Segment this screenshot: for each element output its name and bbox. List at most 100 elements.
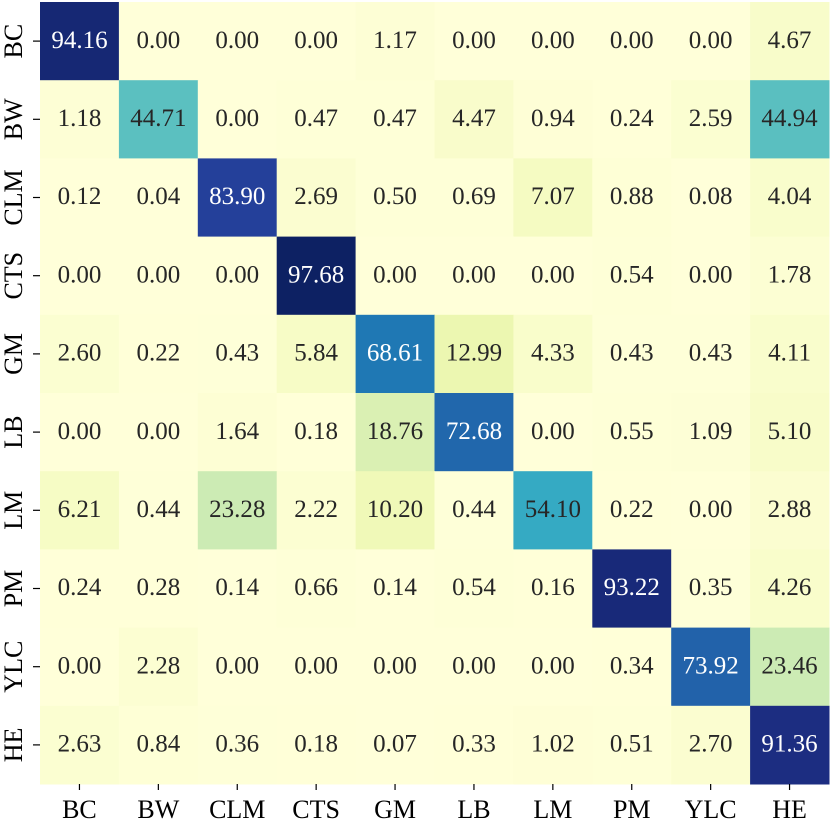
heatmap-cell [513, 705, 593, 785]
cell-label: 0.14 [215, 574, 259, 601]
cell-label: 0.94 [531, 105, 575, 132]
heatmap-cell [671, 471, 751, 550]
heatmap-cell [434, 393, 514, 472]
heatmap-cell [40, 471, 120, 550]
heatmap-cell [513, 2, 593, 81]
heatmap-cell [355, 236, 435, 316]
cell-label: 0.00 [689, 27, 733, 54]
heatmap-cell [118, 2, 199, 81]
cell-label: 0.66 [294, 574, 338, 601]
cell-label: 0.00 [136, 27, 180, 54]
heatmap-cell [118, 314, 199, 394]
heatmap-cell [355, 314, 435, 394]
heatmap-cell [276, 393, 357, 472]
heatmap-cell [592, 80, 672, 159]
cell-label: 0.00 [215, 261, 259, 288]
cell-label: 0.44 [136, 496, 180, 523]
cell-label: 0.00 [610, 27, 654, 54]
heatmap-cell [276, 2, 357, 81]
heatmap-cell [513, 80, 593, 159]
cell-label: 2.88 [768, 496, 812, 523]
heatmap-cell [355, 471, 435, 550]
cell-label: 0.00 [452, 27, 496, 54]
heatmap-cell [40, 314, 120, 394]
heatmap-cell [671, 705, 751, 785]
heatmap-cell [671, 393, 751, 472]
heatmap-cell [671, 158, 751, 238]
cell-label: 0.12 [58, 183, 102, 210]
heatmap-cell [750, 2, 830, 81]
cell-label: 0.55 [610, 418, 654, 445]
cell-label: 7.07 [531, 183, 575, 210]
heatmap-cell [355, 705, 435, 785]
heatmap-cell [434, 705, 514, 785]
heatmap-cell [513, 549, 593, 629]
heatmap-cell [592, 393, 672, 472]
heatmap-cell [355, 393, 435, 472]
cell-label: 0.88 [610, 183, 654, 210]
cell-label: 2.69 [294, 183, 338, 210]
heatmap-cell [118, 393, 199, 472]
heatmap-cell [592, 2, 672, 81]
heatmap-cell [355, 627, 435, 707]
heatmap-cell [750, 393, 830, 472]
cell-label: 44.94 [761, 105, 818, 132]
cell-label: 0.18 [294, 418, 338, 445]
heatmap-cell [118, 80, 199, 159]
cell-label: 0.00 [58, 261, 102, 288]
heatmap-cell [197, 158, 278, 238]
heatmap-cell [592, 705, 672, 785]
x-tick-label: BW [137, 795, 179, 824]
cell-label: 5.84 [294, 340, 338, 367]
cell-label: 0.08 [689, 183, 733, 210]
heatmap-cell [197, 471, 278, 550]
cell-label: 0.00 [531, 27, 575, 54]
heatmap-cell [750, 471, 830, 550]
heatmap-cell [40, 549, 120, 629]
cell-label: 0.07 [373, 731, 417, 758]
cell-label: 0.43 [689, 340, 733, 367]
cell-label: 2.60 [58, 340, 102, 367]
cell-label: 0.54 [452, 574, 496, 601]
cell-label: 0.47 [294, 105, 338, 132]
y-tick-label: GM [0, 333, 28, 375]
cell-label: 0.35 [689, 574, 733, 601]
cell-label: 0.00 [215, 652, 259, 679]
cell-label: 12.99 [446, 340, 502, 367]
cell-label: 0.16 [531, 574, 575, 601]
heatmap-cell [118, 158, 199, 238]
cell-label: 2.70 [689, 731, 733, 758]
cell-label: 4.11 [768, 340, 811, 367]
heatmap-cell [434, 80, 514, 159]
heatmap-cell [197, 2, 278, 81]
cell-label: 0.51 [610, 731, 654, 758]
cell-label: 1.18 [58, 105, 102, 132]
heatmap-cell [197, 236, 278, 316]
heatmap-cell [513, 236, 593, 316]
cell-label: 0.00 [452, 261, 496, 288]
cell-label: 4.67 [768, 27, 812, 54]
cell-label: 0.00 [58, 418, 102, 445]
cell-label: 0.04 [136, 183, 180, 210]
cell-label: 0.34 [610, 652, 654, 679]
cell-label: 54.10 [525, 496, 581, 523]
cell-label: 0.44 [452, 496, 496, 523]
cell-label: 0.00 [531, 652, 575, 679]
cell-label: 0.69 [452, 183, 496, 210]
y-tick-label: LB [0, 415, 28, 448]
heatmap-cell [513, 158, 593, 238]
cell-label: 0.00 [373, 261, 417, 288]
heatmap-cell [40, 236, 120, 316]
heatmap-cell [434, 2, 514, 81]
cell-label: 0.24 [58, 574, 102, 601]
heatmap-cell [276, 158, 357, 238]
heatmap-cell [671, 236, 751, 316]
cell-label: 94.16 [51, 27, 107, 54]
cell-label: 10.20 [367, 496, 423, 523]
x-tick-label: CLM [209, 795, 265, 824]
x-tick-label: GM [374, 795, 416, 824]
cell-label: 6.21 [58, 496, 102, 523]
cell-label: 44.71 [130, 105, 186, 132]
cell-label: 97.68 [288, 261, 344, 288]
heatmap-cell [750, 236, 830, 316]
